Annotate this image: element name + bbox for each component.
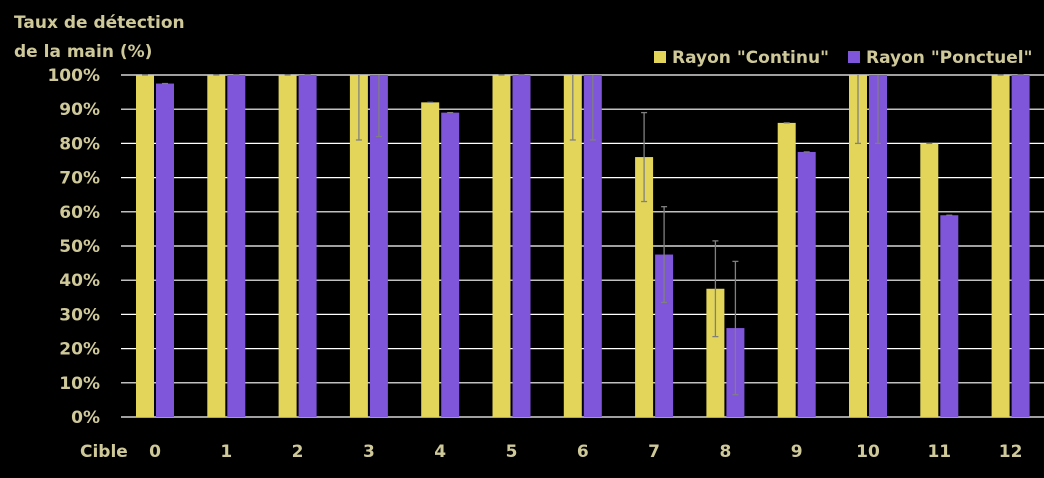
bar-ponctuel bbox=[369, 75, 388, 417]
bar-continu bbox=[492, 75, 511, 417]
bars bbox=[136, 75, 1030, 418]
x-tick-label: 12 bbox=[999, 442, 1023, 462]
legend-swatch-continu bbox=[654, 51, 666, 63]
bar-ponctuel bbox=[298, 75, 317, 417]
bar-ponctuel bbox=[512, 75, 531, 417]
bar-continu bbox=[849, 75, 867, 417]
bar-ponctuel bbox=[583, 75, 602, 417]
bar-ponctuel bbox=[441, 112, 460, 418]
x-axis-ticks: 0 1 2 3 4 5 6 7 8 9 10 11 12 bbox=[149, 442, 1022, 462]
legend-label-ponctuel: Rayon "Ponctuel" bbox=[866, 48, 1032, 68]
y-tick-label: 0% bbox=[71, 408, 100, 428]
x-axis-label: Cible bbox=[80, 442, 128, 462]
bar-continu bbox=[635, 157, 654, 417]
bar-continu bbox=[349, 75, 368, 417]
y-tick-label: 70% bbox=[59, 169, 100, 189]
x-tick-label: 5 bbox=[506, 442, 518, 462]
bar-ponctuel bbox=[156, 83, 174, 418]
x-tick-label: 0 bbox=[149, 442, 161, 462]
x-tick-label: 7 bbox=[648, 442, 660, 462]
gridlines bbox=[121, 74, 1044, 418]
bar-continu bbox=[991, 75, 1010, 417]
y-axis-label-line1: Taux de détection bbox=[14, 13, 185, 33]
bar-continu bbox=[421, 102, 440, 418]
bar-continu bbox=[207, 75, 226, 417]
x-tick-label: 2 bbox=[292, 442, 304, 462]
bar-ponctuel bbox=[655, 254, 674, 417]
bar-continu bbox=[920, 143, 939, 417]
y-tick-label: 80% bbox=[59, 134, 100, 154]
bar-ponctuel bbox=[227, 75, 246, 417]
bar-continu bbox=[777, 122, 796, 417]
x-tick-label: 11 bbox=[927, 442, 951, 462]
y-axis-label-line2: de la main (%) bbox=[14, 42, 152, 62]
bar-ponctuel bbox=[797, 151, 816, 417]
x-tick-label: 8 bbox=[719, 442, 731, 462]
bar-continu bbox=[706, 288, 725, 417]
legend-swatch-ponctuel bbox=[848, 51, 860, 63]
y-tick-label: 60% bbox=[59, 203, 100, 223]
bar-ponctuel bbox=[1011, 75, 1030, 417]
legend: Rayon "Continu" Rayon "Ponctuel" bbox=[654, 48, 1032, 68]
y-tick-label: 40% bbox=[59, 271, 100, 291]
y-tick-label: 20% bbox=[59, 340, 100, 360]
y-tick-label: 50% bbox=[59, 237, 100, 257]
y-tick-label: 100% bbox=[47, 66, 100, 86]
y-tick-label: 10% bbox=[59, 374, 100, 394]
x-tick-label: 9 bbox=[791, 442, 803, 462]
bar-ponctuel bbox=[869, 75, 887, 417]
legend-label-continu: Rayon "Continu" bbox=[672, 48, 829, 68]
error-bars bbox=[142, 74, 1024, 396]
y-tick-label: 90% bbox=[59, 100, 100, 120]
bar-continu bbox=[136, 75, 154, 417]
x-tick-label: 10 bbox=[856, 442, 880, 462]
x-tick-label: 4 bbox=[434, 442, 446, 462]
bar-ponctuel bbox=[940, 215, 959, 417]
bar-continu bbox=[563, 75, 582, 417]
x-tick-label: 1 bbox=[220, 442, 232, 462]
bar-continu bbox=[278, 75, 297, 417]
x-tick-label: 6 bbox=[577, 442, 589, 462]
y-tick-label: 30% bbox=[59, 305, 100, 325]
x-tick-label: 3 bbox=[363, 442, 375, 462]
y-axis-ticks: 0% 10% 20% 30% 40% 50% 60% 70% 80% 90% 100% bbox=[47, 66, 100, 428]
